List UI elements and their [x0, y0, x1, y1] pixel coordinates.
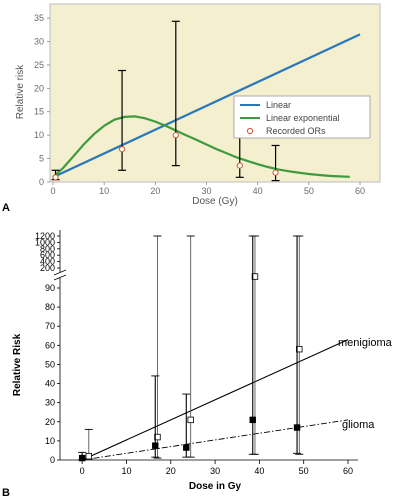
chart-b-x-tick-label: 60 — [343, 466, 353, 476]
chart-b-x-tick-label: 10 — [121, 466, 131, 476]
chart-a-x-tick-label: 50 — [304, 186, 314, 196]
annotation-glioma: glioma — [342, 419, 375, 431]
legend-recorded-ors-label: Recorded ORs — [266, 126, 326, 136]
chart-a-x-tick-label: 10 — [99, 186, 109, 196]
chart-a-y-tick-label: 30 — [34, 36, 44, 46]
chart-a-y-tick-label: 25 — [34, 60, 44, 70]
legend-linear-label: Linear — [266, 100, 291, 110]
chart-b-filled-square-point — [293, 424, 301, 431]
chart-a-y-tick-label: 5 — [39, 154, 44, 164]
chart-b-filled-square-point — [249, 416, 256, 424]
chart-b-x-tick-label: 30 — [210, 466, 220, 476]
chart-b-open-square-point — [85, 452, 92, 460]
panel-label-a: A — [2, 202, 10, 214]
chart-b-open-square-point — [251, 273, 259, 280]
chart-b-filled-square-point — [152, 442, 159, 449]
chart-b-open-square-point — [296, 345, 303, 353]
chart-b-filled-square-point — [78, 454, 86, 462]
chart-b-x-tick-label: 40 — [254, 466, 264, 476]
chart-b-upper-y-tick-label: 1000 — [35, 237, 55, 247]
chart-a-recorded-or-point — [272, 169, 279, 176]
chart-b-open-square-point — [154, 433, 161, 441]
chart-b-y-tick-label: 60 — [45, 340, 55, 350]
chart-a-recorded-or-point — [118, 146, 126, 153]
chart-b-open-square-point — [187, 416, 194, 424]
chart-b-x-tick-label: 50 — [299, 466, 309, 476]
chart-b-x-tick-label: 0 — [80, 466, 85, 476]
chart-b-y-tick-label: 20 — [45, 417, 55, 427]
chart-a-y-tick-label: 0 — [39, 177, 44, 187]
chart-b-y-tick-label: 10 — [45, 436, 55, 446]
chart-a-series-linear-exponential — [52, 115, 350, 179]
chart-a-xlabel: Dose (Gy) — [192, 196, 238, 207]
chart-b-y-tick-label: 50 — [45, 359, 55, 369]
chart-a-y-tick-label: 20 — [34, 83, 44, 93]
chart-a-x-tick-label: 60 — [355, 186, 365, 196]
chart-b-x-tick-label: 20 — [166, 466, 176, 476]
chart-b-filled-square-point — [183, 444, 190, 451]
chart-a-y-tick-label: 15 — [34, 107, 44, 117]
panel-label-b: B — [2, 487, 10, 499]
chart-a-y-tick-label: 10 — [34, 130, 44, 140]
chart-b-xlabel: Dose in Gy — [189, 481, 242, 492]
chart-a-ylabel: Relative risk — [15, 64, 26, 119]
chart-b-y-tick-label: 80 — [45, 302, 55, 312]
chart-b-upper-y-tick-label: 200 — [40, 263, 55, 273]
chart-a-series-linear — [52, 33, 361, 179]
annotation-menigioma: menigioma — [338, 337, 393, 349]
chart-b-y-tick-label: 0 — [50, 455, 55, 465]
chart-b-upper-y-tick-label: 800 — [40, 244, 55, 254]
chart-b-y-tick-label: 70 — [45, 321, 55, 331]
chart-a-recorded-or-point — [236, 162, 243, 169]
chart-b-y-tick-label: 90 — [45, 283, 55, 293]
chart-a-recorded-or-point — [52, 174, 59, 181]
chart-b-upper-y-tick-label: 1200 — [35, 231, 55, 241]
chart-a-y-tick-label: 35 — [34, 13, 44, 23]
chart-a-recorded-or-point — [172, 132, 179, 139]
chart-b-upper-y-tick-label: 400 — [40, 257, 55, 267]
chart-a-legend: Linear Linear exponential Recorded ORs — [233, 95, 371, 139]
chart-b-ylabel: Relative Risk — [12, 333, 23, 396]
legend-recorded-ors-marker — [246, 127, 254, 135]
chart-b-fit-menigioma — [81, 339, 349, 461]
chart-a-x-tick-label: 40 — [253, 186, 263, 196]
chart-b-y-tick-label: 40 — [45, 379, 55, 389]
chart-b-fit-glioma — [82, 419, 349, 461]
chart-b-axis-break-1 — [53, 269, 67, 276]
chart-b-y-tick-label: 30 — [45, 398, 55, 408]
chart-b-upper-y-tick-label: 600 — [40, 250, 55, 260]
legend-linear-exponential-label: Linear exponential — [266, 113, 340, 123]
chart-b-axis-break-2 — [53, 274, 67, 281]
chart-a-x-tick-label: 20 — [150, 186, 160, 196]
chart-a-x-tick-label: 30 — [201, 186, 211, 196]
chart-a-x-tick-label: 0 — [50, 186, 55, 196]
